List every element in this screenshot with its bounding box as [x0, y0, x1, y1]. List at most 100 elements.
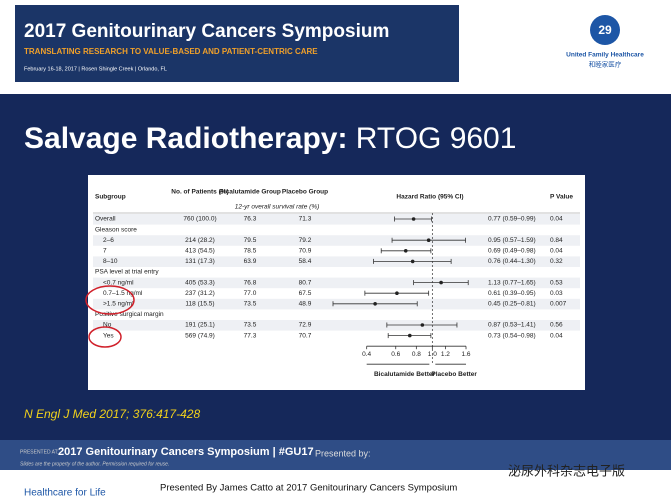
- tick-label: 1.6: [461, 351, 470, 358]
- hr-point: [395, 291, 399, 296]
- cell: 0.61 (0.39–0.95): [488, 290, 536, 297]
- cell: 0.007: [550, 301, 567, 308]
- cell: 0.53: [550, 279, 563, 286]
- meeting: 2017 Genitourinary Cancers Symposium | #…: [58, 446, 314, 458]
- slide-title: Salvage Radiotherapy: RTOG 9601: [24, 122, 516, 155]
- cell: No: [103, 322, 112, 329]
- row-band: [93, 235, 580, 246]
- cell: Yes: [103, 332, 114, 339]
- column-header: Subgroup: [95, 194, 126, 201]
- cell: 63.9: [244, 258, 257, 265]
- cell: 191 (25.1): [185, 322, 215, 329]
- cell: 73.5: [244, 322, 257, 329]
- cell: 0.04: [550, 332, 563, 339]
- cell: 214 (28.2): [185, 237, 215, 244]
- cell: 0.87 (0.53–1.41): [488, 322, 536, 329]
- cell: 0.84: [550, 237, 563, 244]
- cell: 70.7: [299, 332, 312, 339]
- cell: 760 (100.0): [183, 216, 216, 223]
- title-bold: Salvage Radiotherapy:: [24, 122, 347, 155]
- cell: 77.0: [244, 290, 257, 297]
- cell: Positive surgical margin: [95, 311, 164, 318]
- cell: 0.04: [550, 216, 563, 223]
- cell: 67.5: [299, 290, 312, 297]
- presented-by: Presented by:: [315, 448, 371, 458]
- cell: >1.5 ng/ml: [103, 301, 134, 308]
- cell: 73.5: [244, 301, 257, 308]
- cell: 0.7–1.5 ng/ml: [103, 290, 143, 297]
- column-header: Bicalutamide Group: [219, 189, 281, 196]
- cell: 569 (74.9): [185, 332, 215, 339]
- hr-point: [426, 238, 431, 242]
- row-band: [93, 277, 580, 289]
- banner-title: 2017 Genitourinary Cancers Symposium: [24, 21, 389, 42]
- watermark: 泌尿外科杂志电子版: [508, 463, 625, 478]
- presented-at: PRESENTED AT:: [20, 449, 59, 455]
- hr-point: [403, 249, 408, 253]
- cell: 0.56: [550, 322, 563, 329]
- logo-icon: [590, 15, 620, 45]
- cell: 70.9: [299, 248, 312, 255]
- cell: PSA level at trial entry: [95, 269, 159, 276]
- hr-point: [407, 333, 412, 338]
- tick-label: 0.8: [412, 351, 421, 358]
- cell: 80.7: [299, 279, 312, 286]
- subheader: 12-yr overall survival rate (%): [235, 204, 320, 211]
- cell: 77.3: [244, 332, 257, 339]
- tick-label: 1.2: [441, 351, 450, 358]
- cell: 0.03: [550, 290, 563, 297]
- cell: 0.76 (0.44–1.30): [488, 258, 536, 265]
- tick-label: 0.4: [362, 351, 371, 358]
- hr-point: [373, 302, 377, 306]
- cell: 0.69 (0.49–0.98): [488, 248, 536, 255]
- title-rest: RTOG 9601: [356, 122, 517, 155]
- tagline: Healthcare for Life: [24, 488, 106, 499]
- footer-note: Slides are the property of the author. P…: [20, 461, 169, 467]
- citation: N Engl J Med 2017; 376:417-428: [24, 407, 200, 421]
- cell: 131 (17.3): [185, 258, 215, 265]
- banner: [15, 5, 459, 82]
- cell: 0.73 (0.54–0.98): [488, 332, 536, 339]
- row-band: [93, 256, 580, 267]
- cell: 7: [103, 248, 107, 255]
- column-header: Placebo Group: [282, 189, 328, 196]
- cell: 0.32: [550, 258, 563, 265]
- hr-point: [420, 323, 425, 327]
- cell: 48.9: [299, 301, 312, 308]
- cell: 0.04: [550, 248, 563, 255]
- cell: 79.5: [244, 237, 257, 244]
- hr-point: [411, 217, 416, 221]
- hr-point: [410, 259, 415, 264]
- footer-bar: [0, 440, 671, 470]
- cell: 71.3: [299, 216, 312, 223]
- cell: 0.95 (0.57–1.59): [488, 237, 536, 244]
- column-header: No. of Patients (%): [171, 189, 228, 196]
- cell: 1.13 (0.77–1.65): [488, 279, 536, 286]
- highlight-circle: [88, 326, 122, 348]
- tick-label: 0.6: [391, 351, 400, 358]
- logo-name-cn: 和睦家医疗: [589, 60, 622, 69]
- cell: 405 (53.3): [185, 279, 215, 286]
- cell: 2–6: [103, 237, 114, 244]
- cell: Overall: [95, 216, 116, 223]
- right-label: Placebo Better: [431, 371, 477, 378]
- highlight-circle: [85, 285, 135, 315]
- row-band: [93, 214, 580, 225]
- cell: 413 (54.5): [185, 248, 215, 255]
- logo-mark: 29: [598, 23, 612, 37]
- banner-info: February 16-18, 2017 | Rosen Shingle Cre…: [24, 66, 167, 72]
- hr-point: [439, 280, 443, 285]
- credit: Presented By James Catto at 2017 Genitou…: [160, 483, 457, 494]
- logo-name: United Family Healthcare: [566, 52, 644, 59]
- cell: 118 (15.5): [185, 301, 214, 308]
- cell: 76.8: [244, 279, 257, 286]
- banner-subtitle: TRANSLATING RESEARCH TO VALUE-BASED AND …: [24, 47, 318, 56]
- cell: 78.5: [244, 248, 257, 255]
- cell: 58.4: [299, 258, 312, 265]
- cell: 8–10: [103, 258, 118, 265]
- cell: 0.45 (0.25–0.81): [488, 301, 536, 308]
- cell: <0.7 ng/ml: [103, 279, 134, 286]
- row-band: [93, 320, 580, 331]
- left-label: Bicalutamide Better: [374, 371, 436, 378]
